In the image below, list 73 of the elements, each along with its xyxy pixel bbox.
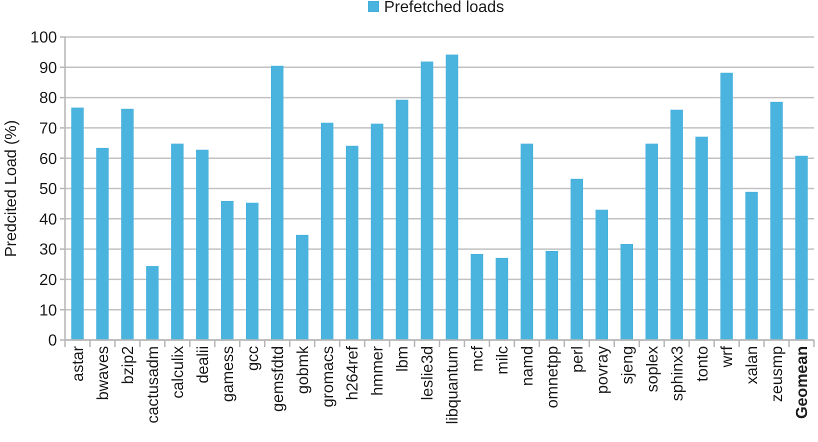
- x-tick-label: zeusmp: [769, 346, 786, 402]
- x-tick-label: hmmer: [370, 345, 387, 396]
- x-tick-label: lbm: [394, 346, 412, 372]
- y-tick-label: 0: [48, 332, 58, 350]
- y-tick-label: 40: [39, 211, 58, 228]
- bar: [496, 258, 508, 340]
- bar: [695, 136, 708, 340]
- bar: [96, 148, 109, 340]
- x-tick-label: astar: [70, 345, 88, 382]
- bar: [196, 150, 209, 340]
- y-tick-label: 30: [39, 242, 58, 259]
- x-tick-label: xalan: [744, 346, 762, 384]
- bar: [420, 62, 434, 340]
- y-tick-label: 10: [39, 302, 58, 320]
- y-tick-label: 70: [39, 120, 58, 138]
- x-tick-label: Geomean: [794, 346, 812, 419]
- x-tick-label: calculix: [170, 346, 187, 398]
- bar: [370, 124, 384, 340]
- y-axis-title: Predcited Load (%): [3, 120, 20, 257]
- bar: [446, 54, 458, 340]
- bar: [620, 244, 633, 340]
- y-tick-label: 20: [39, 272, 58, 289]
- x-tick-label: h264ref: [344, 345, 362, 400]
- x-tick-label: gcc: [244, 346, 262, 371]
- legend-label: Prefetched loads: [384, 0, 504, 16]
- y-tick-label: 50: [39, 181, 58, 198]
- bar: [121, 108, 134, 340]
- x-tick-label: leslie3d: [420, 346, 437, 400]
- x-tick-label: wrf: [719, 345, 736, 368]
- bar: [246, 202, 258, 340]
- bar: [221, 200, 234, 340]
- x-tick-label: mcf: [470, 345, 487, 372]
- x-tick-label: milc: [494, 346, 512, 374]
- y-tick-label: 90: [39, 60, 58, 77]
- bar: [645, 144, 658, 340]
- x-tick-label: tonto: [694, 346, 712, 382]
- bar: [346, 146, 358, 340]
- bar: [745, 192, 758, 340]
- x-tick-label: gromacs: [320, 346, 337, 408]
- bar: [171, 144, 184, 340]
- bar: [270, 66, 284, 340]
- y-tick-label: 60: [39, 150, 58, 168]
- bar: [296, 234, 308, 340]
- x-tick-label: bwaves: [95, 346, 112, 400]
- bar: [320, 122, 334, 340]
- x-tick-label: gobmk: [294, 345, 312, 394]
- x-tick-label: namd: [519, 346, 536, 386]
- bar: [770, 102, 783, 340]
- bar: [146, 266, 159, 340]
- y-tick-label: 80: [39, 90, 58, 108]
- bar: [720, 72, 733, 340]
- x-tick-label: omnetpp: [544, 346, 562, 408]
- bar: [596, 210, 608, 340]
- x-tick-label: gemsfdtd: [270, 346, 287, 412]
- bar: [670, 110, 683, 340]
- bar: [546, 250, 558, 340]
- x-tick-label: sjeng: [619, 346, 636, 384]
- bar: [795, 156, 808, 340]
- y-tick-label: 100: [30, 30, 58, 47]
- x-tick-label: libquantum: [444, 346, 462, 424]
- x-tick-label: perl: [569, 346, 586, 373]
- x-tick-label: bzip2: [120, 346, 138, 384]
- bar: [470, 254, 484, 340]
- bar: [570, 178, 584, 340]
- x-tick-label: sphinx3: [669, 346, 686, 402]
- bar: [396, 100, 408, 340]
- x-tick-label: dealii: [194, 346, 212, 384]
- x-tick-label: gamess: [220, 346, 237, 402]
- x-tick-label: povray: [594, 346, 612, 394]
- bar: [520, 144, 534, 340]
- x-tick-label: soplex: [644, 346, 662, 392]
- x-tick-label: cactusadm: [144, 346, 162, 424]
- bar: [71, 108, 84, 340]
